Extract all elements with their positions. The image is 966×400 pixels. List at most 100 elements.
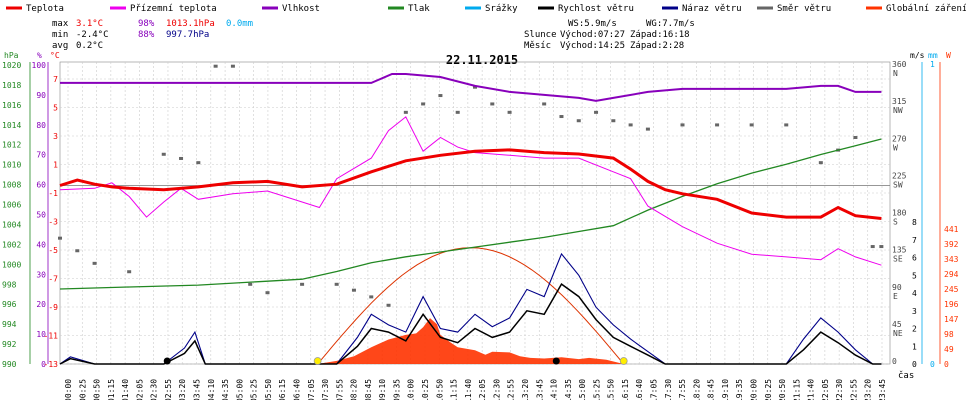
dir-name: N <box>893 69 898 78</box>
moon-marker <box>552 357 560 365</box>
moon-set: Západ:2:28 <box>630 41 684 51</box>
x-tick: 02:55 <box>164 379 173 400</box>
wind-dir-point <box>879 245 884 249</box>
rad-tick: 49 <box>944 345 954 354</box>
hum-tick: 40 <box>36 240 46 249</box>
wind-dir-point <box>507 110 512 114</box>
x-tick: 18:20 <box>692 379 701 400</box>
wind-dir-point <box>680 123 685 127</box>
hum-tick: 30 <box>36 270 46 279</box>
wind-tick: 2 <box>912 325 917 334</box>
radiation-area <box>317 318 624 364</box>
x-tick: 01:40 <box>121 379 130 400</box>
press-tick: 990 <box>2 360 17 369</box>
rad-tick: 245 <box>944 285 959 294</box>
x-tick: 10:50 <box>435 379 444 400</box>
legend-label: Srážky <box>485 4 518 14</box>
press-tick: 992 <box>2 340 17 349</box>
wind-dir-point <box>196 161 201 165</box>
x-tick: 01:15 <box>107 379 116 400</box>
legend-label: Náraz větru <box>682 4 742 14</box>
stat-value: 98% <box>138 19 155 29</box>
stat-value: 1013.1hPa <box>166 19 215 29</box>
wind-dir-point <box>473 85 477 89</box>
x-tick: 17:05 <box>650 379 659 400</box>
x-tick: 08:20 <box>350 379 359 400</box>
wind-dir-point <box>594 110 599 114</box>
stat-label: min <box>52 30 68 40</box>
rain-unit: mm <box>928 51 938 60</box>
rad-tick: 392 <box>944 240 959 249</box>
x-tick: 17:55 <box>678 379 687 400</box>
x-tick: 06:40 <box>292 379 301 400</box>
sun-marker <box>313 357 322 365</box>
x-tick: 12:55 <box>507 379 516 400</box>
wind-dir-point <box>403 110 408 114</box>
wind-dir-point <box>455 110 460 114</box>
dir-name: SW <box>893 180 903 189</box>
legend-label: Vlhkost <box>282 4 320 14</box>
wind-dir-point <box>645 127 650 131</box>
press-tick: 1020 <box>2 61 21 70</box>
wind-dir-point <box>386 303 391 307</box>
x-tick: 16:15 <box>621 379 630 400</box>
x-unit: čas <box>898 370 914 381</box>
stat-value: -2.4°C <box>76 30 109 40</box>
x-tick: 20:25 <box>764 379 773 400</box>
ground-temp-line <box>59 116 882 266</box>
sun-label: Slunce <box>524 30 557 40</box>
hum-tick: 100 <box>32 61 47 70</box>
wind-dir-point <box>576 119 581 123</box>
dir-tick: 360 <box>892 60 907 69</box>
chart-legend: Teplota Přízemní teplota Vlhkost Tlak Srážky… <box>6 4 966 14</box>
temp-tick: 1 <box>53 161 58 170</box>
x-tick: 07:55 <box>335 379 344 400</box>
wind-tick: 5 <box>912 271 917 280</box>
x-tick: 19:10 <box>721 379 730 400</box>
rad-tick: 343 <box>944 255 959 264</box>
press-tick: 1008 <box>2 181 21 190</box>
x-tick: 00:00 <box>64 379 73 400</box>
x-tick: 15:00 <box>578 379 587 400</box>
rad-tick: 196 <box>944 300 959 309</box>
x-tick: 14:35 <box>564 379 573 400</box>
x-tick: 19:35 <box>735 379 744 400</box>
wind-dir-point <box>715 123 720 127</box>
x-tick: 22:30 <box>835 379 844 400</box>
stat-value: 997.7hPa <box>166 30 209 40</box>
x-tick: 21:40 <box>807 379 816 400</box>
x-tick: 13:20 <box>521 379 530 400</box>
press-tick: 1004 <box>2 220 21 229</box>
wind-tick: 1 <box>912 342 917 351</box>
x-tick: 09:10 <box>378 379 387 400</box>
x-tick: 17:30 <box>664 379 673 400</box>
wind-dir-point <box>179 156 184 160</box>
hum-tick: 70 <box>36 151 46 160</box>
stat-value: 3.1°C <box>76 19 103 29</box>
x-tick: 15:25 <box>592 379 601 400</box>
x-tick: 04:10 <box>207 379 216 400</box>
x-tick: 21:15 <box>792 379 801 400</box>
rad-tick: 147 <box>944 315 959 324</box>
x-tick: 11:15 <box>450 379 459 400</box>
dir-name: NW <box>893 106 903 115</box>
temp-unit: °C <box>50 51 60 60</box>
wind-dir-point <box>127 270 132 274</box>
legend-label: Rychlost větru <box>558 4 634 14</box>
press-tick: 1012 <box>2 141 21 150</box>
dir-tick: 315 <box>892 97 907 106</box>
wind-dir-point <box>92 261 97 265</box>
wind-dir-point <box>265 291 270 295</box>
stat-label: max <box>52 19 69 29</box>
x-tick: 07:30 <box>321 379 330 400</box>
wind-tick: 0 <box>912 360 917 369</box>
wind-dir-point <box>334 282 339 286</box>
wind-dir-point <box>628 123 633 127</box>
x-tick: 05:50 <box>264 379 273 400</box>
x-tick: 11:40 <box>464 379 473 400</box>
wind-dir-point <box>58 236 62 240</box>
wind-dir-point <box>421 102 426 106</box>
dir-tick: 270 <box>892 134 907 143</box>
wind-dir-point <box>611 119 616 123</box>
legend-label: Globální záření <box>886 4 966 14</box>
